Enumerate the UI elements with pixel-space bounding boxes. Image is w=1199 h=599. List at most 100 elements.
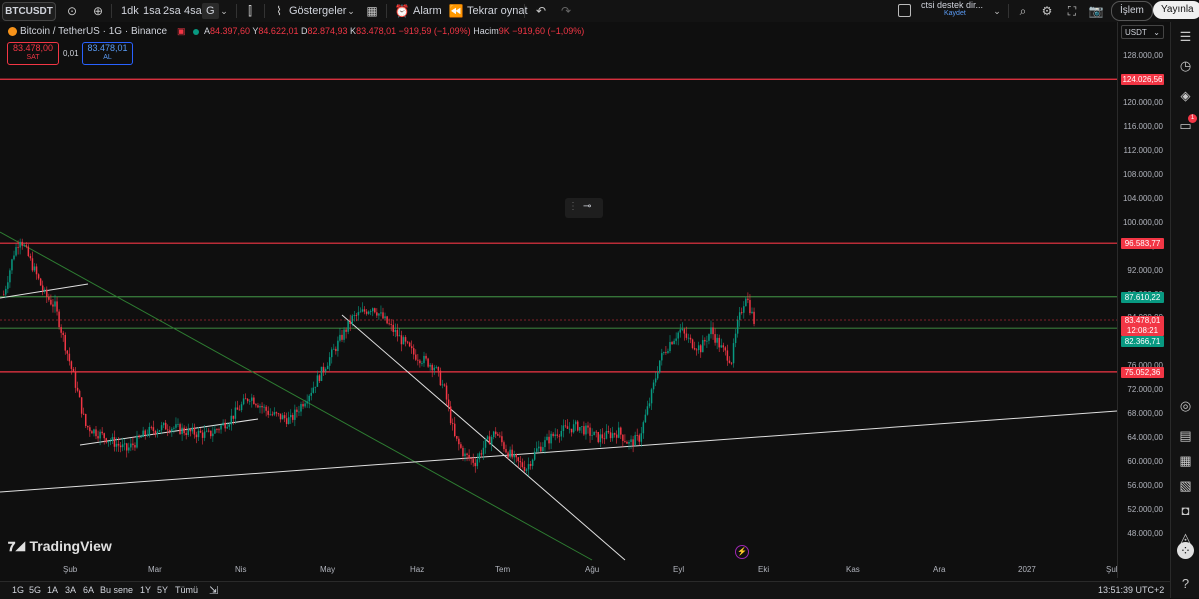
interval-1dk[interactable]: 1dk [121,5,139,17]
quick-search-icon[interactable]: ⌕ [1019,4,1027,18]
range-button[interactable]: 1G [12,585,25,595]
range-button[interactable]: 1Y [140,585,152,595]
candle-body [677,332,679,339]
flame-icon[interactable]: ◬ [1180,530,1191,545]
candle-body [292,414,294,420]
layout-save-label[interactable]: Kaydet [944,10,966,17]
watchlist-icon[interactable]: ⊙ [66,4,78,18]
date-range-icon[interactable]: ⇲ [209,585,219,597]
price-chart[interactable] [0,22,1117,578]
floating-drawing-toolbar[interactable]: ⋮ ⊸ [565,198,603,218]
layout-grid-icon[interactable]: ▦ [366,4,378,18]
buy-button[interactable]: 83.478,01 AL [82,42,133,65]
interval-dropdown-icon[interactable]: ⌄ [220,6,228,16]
candle-body [78,390,81,398]
candle-body [255,404,257,406]
range-button[interactable]: 1A [47,585,59,595]
range-button[interactable]: Bu sene [100,585,134,595]
price-axis[interactable]: USDT ⌄ 128.000,00124.000,00120.000,00116… [1117,22,1171,578]
target-icon[interactable]: ◎ [1179,398,1192,413]
candle-body [119,445,122,448]
lightning-event-icon[interactable]: ⚡ [735,545,749,559]
layout-name[interactable]: ctsi destek dir... [921,0,984,10]
candle-body [736,319,739,334]
buy-label: AL [103,54,112,61]
notifications-icon[interactable]: ◘ [1181,503,1190,518]
candle-body [249,400,251,402]
indicators-dropdown-icon[interactable]: ⌄ [347,6,355,16]
candle-body [673,340,675,345]
candle-body [572,424,575,433]
alarm-icon[interactable]: ⏰ [394,4,410,18]
interval-1sa[interactable]: 1sa [143,5,161,17]
horizontal-line-tool-icon[interactable]: ⊸ [583,201,592,212]
screener-icon[interactable]: ▤ [1179,428,1192,443]
symbol-search-button[interactable]: BTCUSDT [2,2,56,21]
snapshot-camera-icon[interactable]: 📷 [1088,4,1104,18]
alarm-button[interactable]: Alarm [413,5,442,17]
candle-body [632,439,634,446]
currency-selector[interactable]: USDT ⌄ [1121,25,1164,39]
trade-button[interactable]: İşlem [1111,1,1153,21]
candle-body [19,241,21,248]
candle-body [60,327,62,333]
candle-body [201,432,204,438]
range-button[interactable]: 3A [65,585,77,595]
pine-editor-icon[interactable]: ▧ [1179,478,1192,493]
layout-checkbox-icon[interactable] [898,4,911,17]
replay-button[interactable]: Tekrar oynat [467,5,528,17]
layout-dropdown-icon[interactable]: ⌄ [993,6,1001,16]
compare-add-icon[interactable]: ⊕ [92,4,104,18]
publish-button[interactable]: Yayınla [1153,1,1199,19]
candle-body [618,427,620,438]
candle-body [15,247,17,256]
candle-body [199,430,202,433]
price-axis-label: 92.000,00 [1127,265,1163,275]
candle-body [179,424,181,434]
utc-clock[interactable]: 13:51:39 UTC+2 [1098,585,1165,595]
candle-body [509,449,511,458]
candle-body [126,443,128,451]
layers-icon[interactable]: ◈ [1180,88,1191,103]
candle-body [449,406,452,424]
candle-body [495,431,497,435]
interval-2sa[interactable]: 2sa [163,5,181,17]
range-button[interactable]: 6A [83,585,95,595]
calendar-icon[interactable]: ▦ [1179,453,1192,468]
watchlist-sidebar-icon[interactable]: ☰ [1179,29,1192,44]
fullscreen-icon[interactable]: ⛶ [1067,4,1077,18]
candle-body [246,398,249,402]
legend-title[interactable]: Bitcoin / TetherUS · 1G · Binance [20,26,168,37]
help-icon[interactable]: ? [1181,576,1190,591]
indicators-button[interactable]: Göstergeler [289,5,347,17]
range-button[interactable]: 5G [29,585,42,595]
candle-body [269,414,271,416]
currency-label: USDT [1125,28,1147,37]
range-button[interactable]: 5Y [157,585,169,595]
interval-g[interactable]: G [202,3,219,19]
drag-handle-icon[interactable]: ⋮ [568,201,578,212]
apps-grid-icon[interactable]: ⁘ [1177,542,1194,559]
candle-body [257,405,259,408]
candle-body [501,436,503,443]
interval-4sa[interactable]: 4sa [184,5,202,17]
candle-body [497,434,499,436]
undo-icon[interactable]: ↶ [535,4,547,18]
redo-icon[interactable]: ↷ [560,4,572,18]
candle-body [443,384,446,386]
legend-high-label: Y [252,26,259,36]
sell-button[interactable]: 83.478,00 SAT [7,42,59,65]
replay-icon[interactable]: ⏪ [448,4,464,18]
price-tag-r2: 96.583,77 [1121,238,1164,249]
candle-body [656,372,659,379]
indicators-icon[interactable]: ⌇ [276,4,282,18]
candle-body [738,312,741,320]
candle-body [515,454,517,458]
range-button[interactable]: Tümü [175,585,199,595]
alerts-clock-icon[interactable]: ◷ [1179,58,1192,73]
candle-body [579,427,581,431]
chart-type-icon[interactable]: ⫿ [248,4,252,18]
settings-gear-icon[interactable]: ⚙ [1041,4,1053,18]
candle-body [123,443,126,445]
candle-body [679,329,681,333]
